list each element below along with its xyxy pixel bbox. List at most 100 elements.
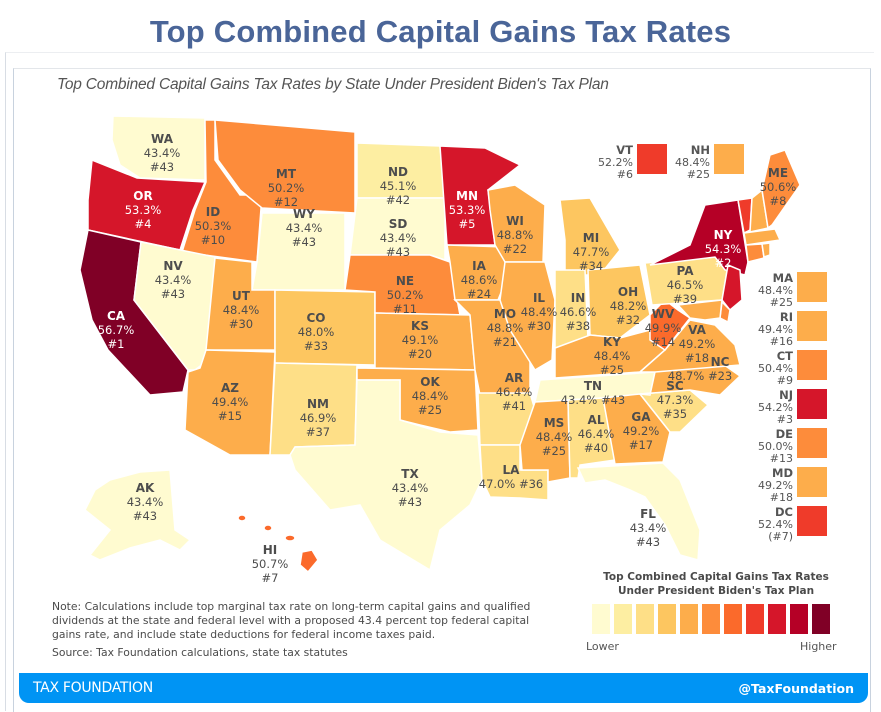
callout-label-DE: DE 50.0% #13: [758, 427, 793, 465]
callout-label-MA: MA 48.4% #25: [758, 271, 793, 309]
legend-swatch-8: [746, 604, 764, 634]
state-label-NV: NV 43.4% #43: [155, 259, 192, 301]
callout-abbr: MD: [772, 466, 793, 480]
callout-NJ[interactable]: NJ 54.2% #3: [758, 388, 827, 426]
state-abbr: OR: [133, 189, 152, 203]
callout-DE[interactable]: DE 50.0% #13: [758, 427, 827, 465]
callout-rate: 50.4%: [758, 362, 793, 375]
state-abbr: MN: [456, 189, 478, 203]
state-rank: #25: [600, 363, 624, 377]
state-OR[interactable]: [87, 158, 207, 251]
callout-MA[interactable]: MA 48.4% #25: [758, 271, 827, 309]
state-rank: #24: [467, 287, 491, 301]
infographic-card: [5, 52, 874, 711]
state-rate: 46.9%: [300, 411, 337, 425]
state-MA-shape[interactable]: [743, 228, 782, 246]
state-rate-rank: 47.0% #36: [479, 477, 543, 491]
legend-higher-label: Higher: [800, 640, 837, 653]
callout-DC[interactable]: DC 52.4% (#7): [758, 505, 827, 543]
state-label-OK: OK 48.4% #25: [412, 375, 449, 417]
callout-swatch-RI: [797, 311, 827, 341]
state-OH[interactable]: [587, 264, 651, 339]
state-rate: 50.3%: [195, 219, 232, 233]
state-rank: #7: [262, 571, 279, 585]
state-rank: #43: [161, 287, 185, 301]
state-rank: #33: [304, 339, 328, 353]
legend-swatch-1: [592, 604, 610, 634]
state-RI-shape[interactable]: [761, 242, 771, 258]
state-rate: 50.6%: [760, 180, 797, 194]
callout-rate: 52.4%: [758, 518, 793, 531]
callout-abbr: CT: [777, 349, 793, 363]
legend-title-line2: Under President Biden's Tax Plan: [617, 585, 815, 597]
state-abbr: HI: [263, 543, 278, 557]
state-rate: 48.4%: [412, 389, 449, 403]
state-NJ-shape[interactable]: [721, 263, 743, 312]
state-rank: #43: [133, 509, 157, 523]
state-abbr: SD: [389, 217, 408, 231]
state-abbr: PA: [677, 264, 695, 278]
state-ID[interactable]: [181, 119, 263, 263]
state-IL[interactable]: [499, 261, 556, 372]
state-HI[interactable]: [237, 514, 319, 574]
state-rank: #15: [218, 409, 242, 423]
state-abbr: IL: [533, 291, 545, 305]
state-rate: 50.2%: [387, 288, 424, 302]
state-rank: #25: [418, 403, 442, 417]
callout-RI[interactable]: RI 49.4% #16: [758, 310, 827, 348]
callout-swatch-DC: [797, 506, 827, 536]
callout-rate: 48.4%: [758, 284, 793, 297]
state-rank: #1: [108, 337, 125, 351]
state-abbr: KS: [411, 319, 429, 333]
state-rank: #30: [229, 317, 253, 331]
callout-rate: 50.0%: [758, 440, 793, 453]
state-label-KS: KS 49.1% #20: [402, 319, 439, 361]
state-label-SD: SD 43.4% #43: [380, 217, 417, 259]
state-rank: #39: [673, 292, 697, 306]
state-label-VA: VA 49.2% #18: [679, 323, 716, 365]
state-MD-shape[interactable]: [676, 299, 723, 321]
callout-rank: #16: [770, 335, 793, 348]
footer-handle-link[interactable]: @TaxFoundation: [738, 681, 854, 696]
state-label-MS: MS 48.4% #25: [536, 416, 573, 458]
callout-VT[interactable]: VT 52.2% #6: [598, 143, 667, 181]
state-FL[interactable]: [576, 462, 701, 561]
state-rate: 47.7%: [573, 245, 610, 259]
state-AK[interactable]: [84, 469, 192, 561]
state-CT-shape[interactable]: [745, 243, 765, 263]
callout-MD[interactable]: MD 49.2% #18: [758, 466, 827, 504]
state-rank: #32: [616, 313, 640, 327]
callout-NH[interactable]: NH 48.4% #25: [675, 143, 744, 181]
state-label-OH: OH 48.2% #32: [610, 285, 647, 327]
state-label-IN: IN 46.6% #38: [560, 291, 597, 333]
state-rate: 53.3%: [125, 203, 162, 217]
callout-label-VT: VT 52.2% #6: [598, 143, 633, 181]
callout-abbr: NJ: [779, 388, 793, 402]
state-rate: 48.4%: [521, 305, 558, 319]
state-abbr: OK: [420, 375, 440, 389]
state-label-NY: NY 54.3% #2: [705, 228, 742, 270]
state-rank: #30: [527, 319, 551, 333]
callout-CT[interactable]: CT 50.4% #9: [758, 349, 827, 387]
callout-label-NJ: NJ 54.2% #3: [758, 388, 793, 426]
state-label-FL: FL 43.4% #43: [630, 507, 667, 549]
state-TX[interactable]: [289, 379, 483, 572]
state-rate: 43.4%: [380, 231, 417, 245]
state-label-NM: NM 46.9% #37: [300, 397, 337, 439]
state-abbr: NY: [714, 228, 733, 242]
state-rank: #43: [398, 495, 422, 509]
state-rank: #37: [306, 425, 330, 439]
infographic-frame: [13, 68, 871, 712]
state-abbr: WA: [151, 132, 174, 146]
state-abbr: KY: [603, 335, 621, 349]
state-abbr: MO: [494, 307, 516, 321]
state-label-ID: ID 50.3% #10: [195, 205, 232, 247]
state-rate: 43.4%: [286, 221, 323, 235]
state-rank: #38: [566, 319, 590, 333]
state-label-OR: OR 53.3% #4: [125, 189, 162, 231]
state-MT[interactable]: [214, 119, 356, 214]
callout-abbr: DE: [776, 427, 794, 441]
state-abbr: NE: [396, 274, 414, 288]
state-ME[interactable]: [761, 149, 801, 230]
